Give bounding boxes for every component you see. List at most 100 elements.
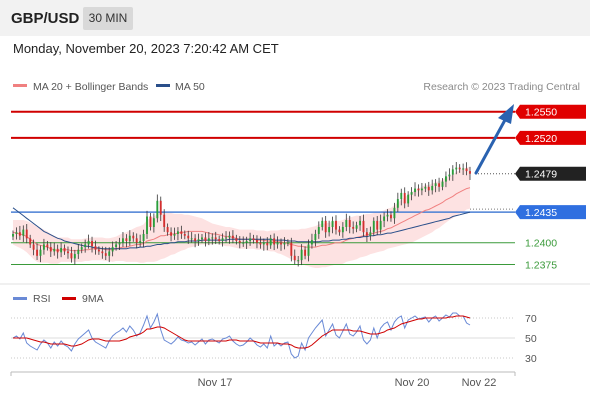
candle-body — [77, 249, 80, 255]
candle — [101, 246, 104, 259]
candle — [324, 215, 327, 238]
candle — [142, 229, 145, 248]
candle — [77, 244, 80, 259]
candle — [218, 235, 221, 245]
candle-body — [414, 188, 416, 193]
candle-body — [60, 247, 63, 253]
candle — [445, 171, 447, 188]
candle-body — [118, 242, 121, 245]
candle — [269, 234, 272, 249]
candle-body — [221, 238, 224, 241]
candle — [84, 239, 87, 253]
candle — [228, 231, 231, 244]
timeframe-badge[interactable]: 30 MIN — [83, 7, 133, 30]
candle-body — [80, 247, 83, 250]
candle — [262, 238, 265, 251]
candle — [42, 238, 45, 255]
candle — [128, 230, 131, 246]
candle-body — [376, 220, 379, 230]
candle — [414, 182, 416, 197]
candle-body — [18, 232, 21, 236]
candle — [310, 233, 313, 249]
candle — [465, 162, 468, 176]
level-tag-1-2375: 1.2375 — [525, 260, 557, 272]
legend-swatch-9ma — [62, 297, 76, 300]
candle-body — [359, 220, 361, 226]
candle — [91, 236, 93, 253]
candle-body — [225, 237, 227, 239]
candle — [211, 233, 214, 245]
candle-body — [441, 181, 444, 187]
candle-body — [32, 244, 35, 250]
candle — [379, 214, 382, 234]
candle — [245, 236, 248, 249]
candle — [252, 234, 255, 244]
candle — [372, 217, 375, 236]
candle — [396, 192, 399, 212]
candle — [97, 246, 100, 255]
candle — [118, 237, 121, 251]
candle-body — [228, 235, 231, 238]
candle-body — [149, 216, 152, 227]
candle — [355, 221, 358, 233]
candle — [49, 242, 52, 258]
candle — [29, 234, 32, 248]
level-tag-1-2400: 1.2400 — [525, 238, 557, 250]
candle — [273, 233, 276, 251]
level-tag-bg-1-2550 — [515, 104, 586, 119]
rsi-9ma-line — [13, 315, 471, 349]
candle — [125, 234, 128, 248]
candle-body — [101, 251, 104, 254]
candle-body — [365, 232, 368, 236]
legend-swatch-ma50 — [156, 84, 170, 87]
candle-body — [424, 186, 427, 189]
candle-body — [180, 231, 183, 234]
candle — [383, 212, 386, 228]
candle-body — [283, 242, 286, 245]
price-levels — [11, 110, 515, 266]
candle-body — [163, 214, 166, 227]
candle — [455, 162, 458, 175]
candle — [135, 233, 138, 249]
candle — [238, 236, 241, 249]
candle-body — [159, 200, 162, 215]
forecast-arrow — [474, 104, 514, 175]
candle — [60, 242, 63, 258]
candle — [249, 232, 252, 246]
candle-body — [273, 238, 276, 245]
candle — [400, 188, 403, 206]
candle-body — [104, 253, 107, 256]
candle — [458, 164, 461, 173]
level-tag-bg-1-2479 — [515, 166, 586, 181]
candle-body — [111, 247, 114, 252]
candle — [441, 178, 444, 191]
candle-body — [314, 233, 317, 241]
candle — [159, 196, 162, 222]
x-tick-nov20: Nov 20 — [395, 377, 430, 389]
candle-body — [25, 229, 28, 239]
candle-body — [393, 207, 396, 219]
candlestick-series — [12, 162, 471, 267]
candle-body — [84, 244, 87, 248]
candle-body — [324, 220, 327, 233]
candle — [359, 215, 361, 231]
rsi-tick-30: 30 — [525, 353, 537, 365]
candle-body — [300, 249, 303, 261]
ma50-line — [12, 207, 471, 250]
candle — [152, 213, 155, 233]
candle — [259, 236, 262, 249]
candle — [328, 220, 331, 237]
candle-body — [335, 220, 337, 230]
candle-body — [455, 167, 458, 170]
candle-body — [238, 240, 241, 243]
level-tag-1-2550: 1.2550 — [525, 107, 557, 119]
candle — [108, 247, 111, 263]
candle — [80, 243, 83, 254]
candle — [300, 244, 303, 266]
candle-body — [438, 183, 441, 187]
candle — [266, 237, 269, 251]
candle — [87, 234, 90, 249]
candle — [235, 234, 238, 245]
candle — [190, 232, 193, 243]
